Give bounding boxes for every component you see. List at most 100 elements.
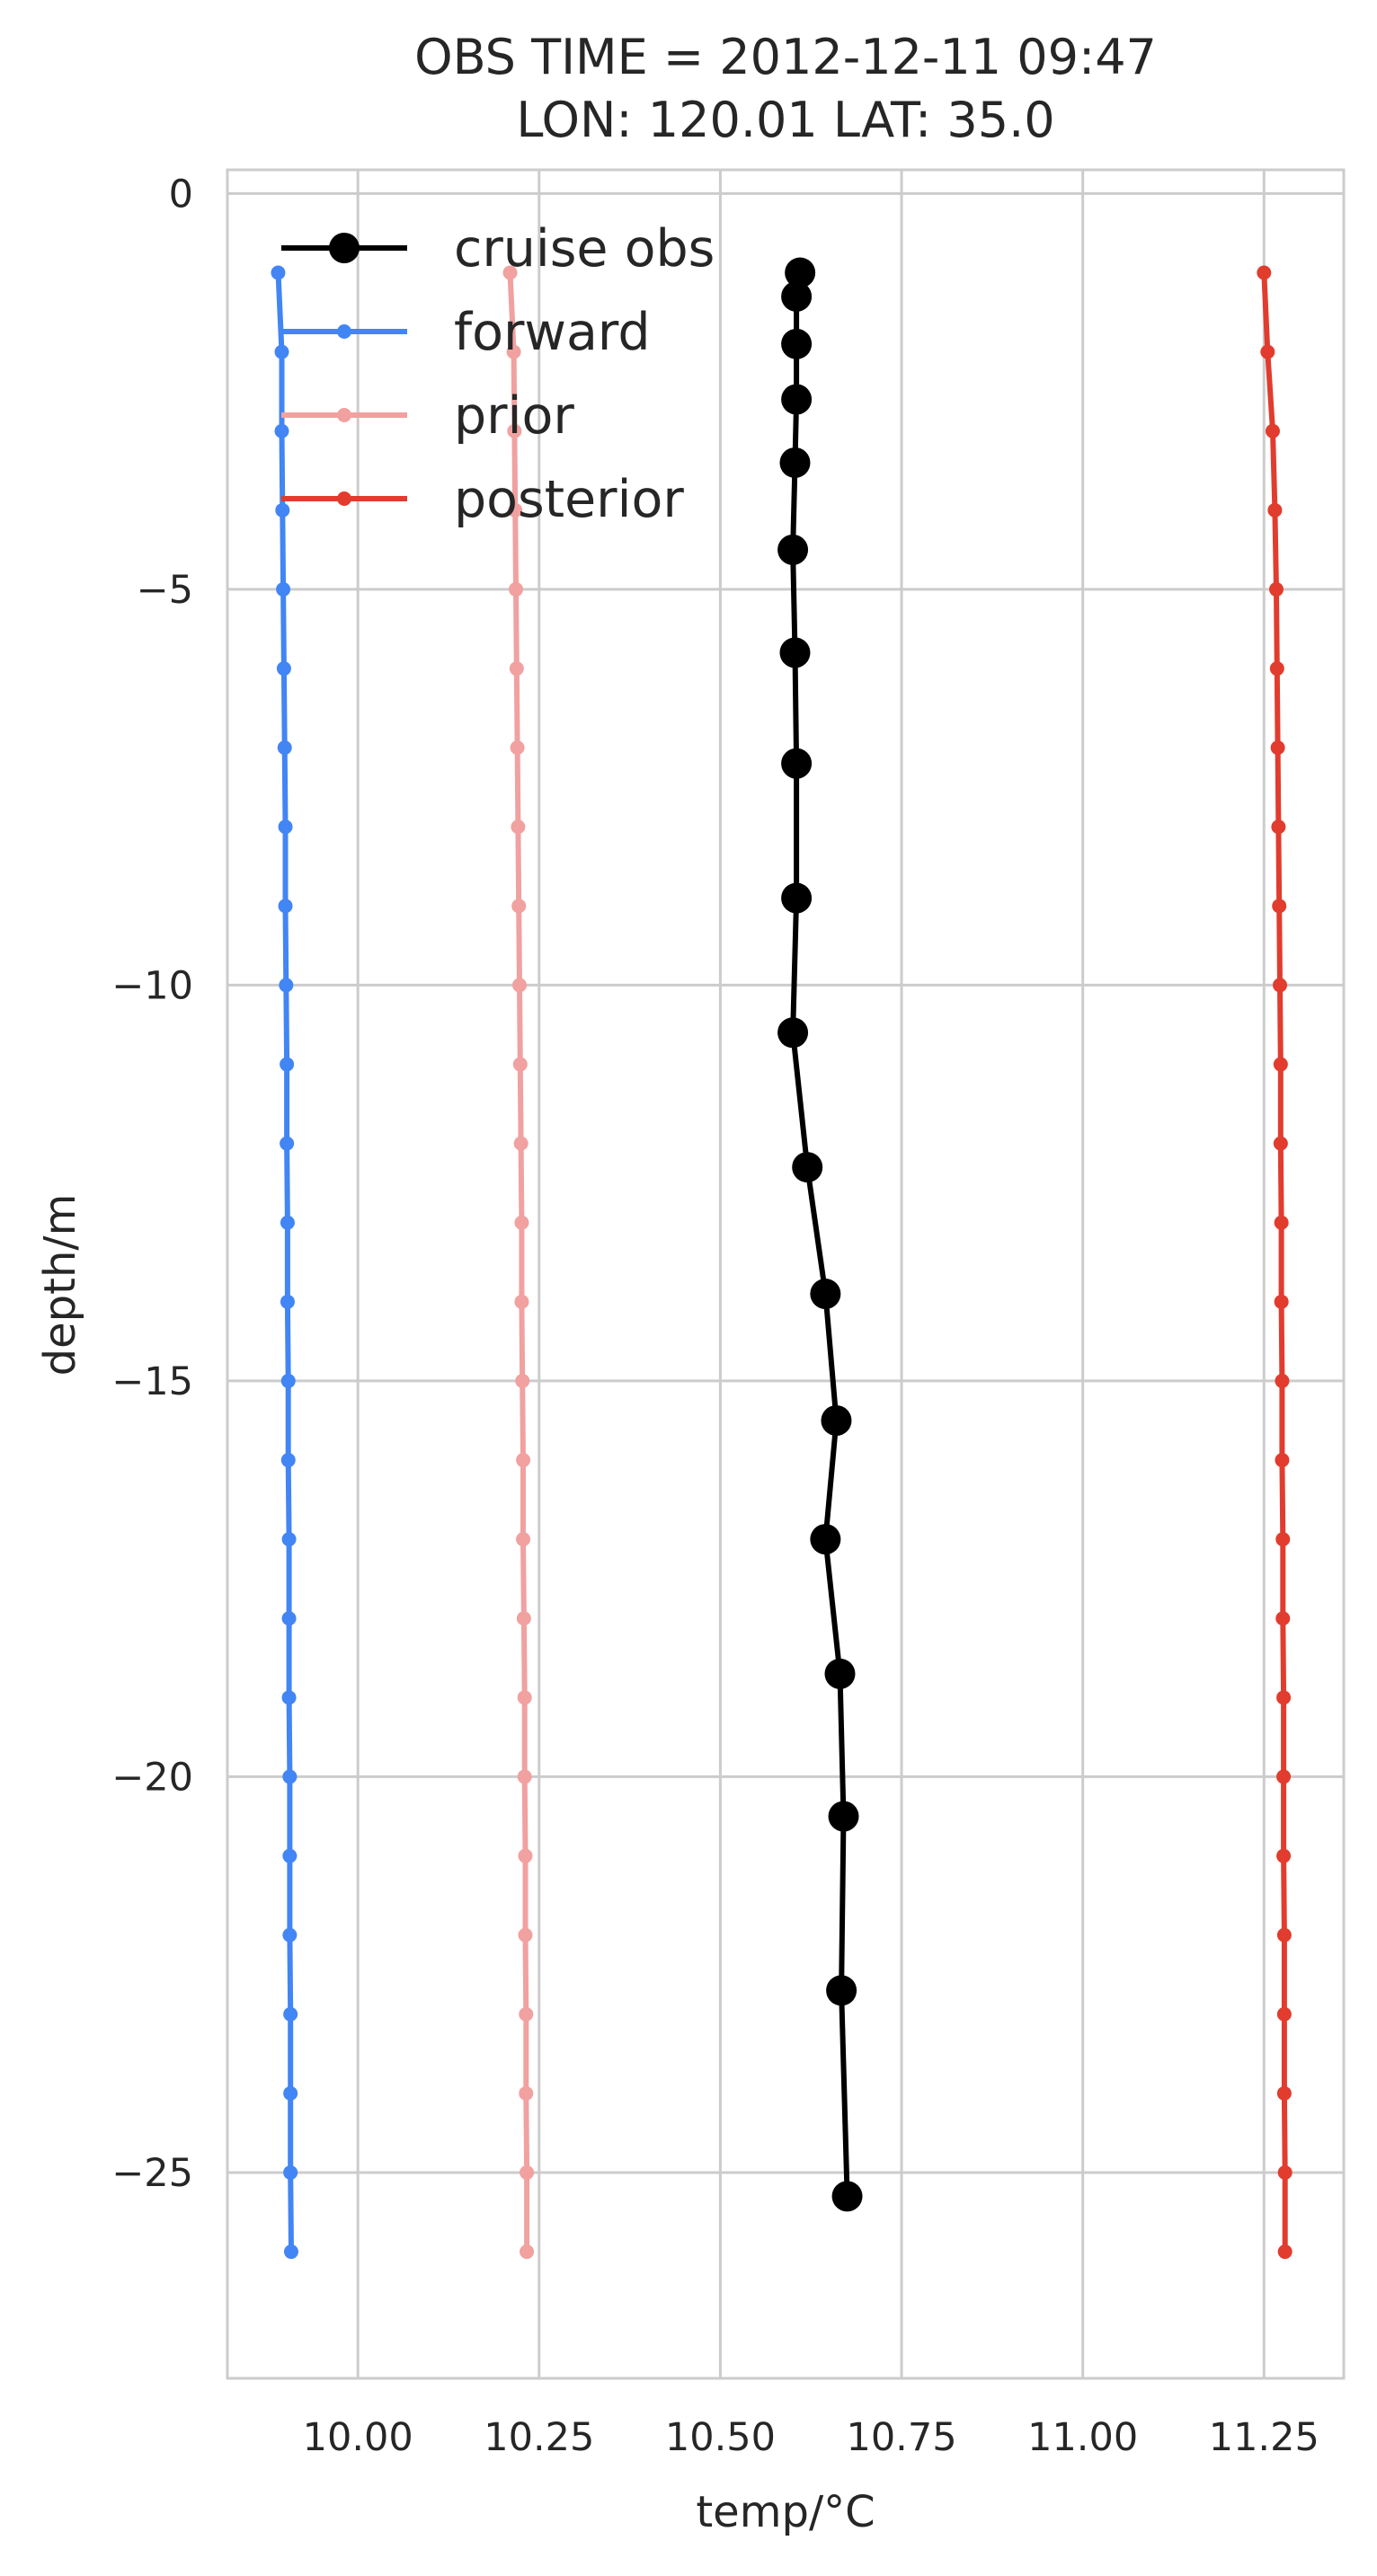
series-prior — [502, 265, 535, 2260]
y-tick-label: −15 — [111, 1359, 193, 1404]
data-point — [1275, 1532, 1291, 1547]
x-tick-label: 11.00 — [1027, 2415, 1138, 2460]
data-point — [515, 1373, 530, 1388]
x-tick-label: 10.50 — [665, 2415, 776, 2460]
data-point — [274, 423, 289, 438]
data-point — [507, 423, 522, 438]
data-point — [281, 1690, 297, 1705]
x-tick-label: 10.25 — [484, 2415, 594, 2460]
data-point — [1274, 1215, 1289, 1230]
data-point — [831, 2181, 863, 2212]
data-point — [1276, 2085, 1292, 2101]
y-axis-ticks: 0 −5 −10 −15 −20 −25 — [111, 172, 193, 2196]
series-posterior — [1257, 265, 1293, 2260]
data-point — [283, 2006, 298, 2022]
data-point — [781, 384, 813, 415]
data-point — [1276, 1690, 1292, 1705]
chart-subtitle: LON: 120.01 LAT: 35.0 — [516, 92, 1054, 148]
data-point — [824, 1658, 856, 1689]
legend-swatch-marker — [329, 233, 360, 263]
data-point — [516, 1611, 531, 1626]
data-point — [513, 1136, 529, 1151]
data-point — [281, 1611, 297, 1626]
data-point — [511, 819, 526, 835]
data-point — [520, 2244, 535, 2260]
data-point — [282, 1769, 298, 1784]
x-tick-label: 10.75 — [846, 2415, 956, 2460]
data-point — [278, 819, 293, 835]
data-point — [779, 637, 811, 668]
series-line — [507, 272, 530, 2252]
series-line — [1261, 272, 1288, 2252]
x-axis-label: temp/°C — [696, 2487, 875, 2537]
data-point — [517, 1769, 532, 1784]
legend-swatch-marker — [337, 408, 351, 422]
data-point — [516, 1453, 531, 1468]
data-point — [1274, 1294, 1289, 1309]
data-point — [781, 748, 813, 779]
data-point — [280, 1136, 295, 1151]
legend-label: prior — [454, 386, 574, 446]
data-point — [512, 978, 528, 993]
data-point — [1277, 2164, 1293, 2180]
data-point — [279, 978, 294, 993]
data-point — [508, 581, 523, 597]
data-point — [826, 1975, 857, 2006]
data-point — [280, 1453, 296, 1468]
data-point — [283, 2085, 298, 2101]
data-point — [276, 581, 291, 597]
data-point — [1277, 2244, 1293, 2260]
y-axis-label: depth/m — [35, 1194, 85, 1377]
data-point — [275, 502, 290, 518]
data-point — [509, 661, 524, 677]
data-point — [514, 1215, 529, 1230]
data-point — [1260, 344, 1275, 359]
data-point — [518, 1848, 533, 1863]
data-point — [519, 2085, 534, 2101]
data-point — [1276, 1927, 1292, 1943]
data-point — [777, 1017, 809, 1049]
data-point — [1273, 1136, 1288, 1151]
data-point — [1270, 740, 1285, 756]
series-forward — [271, 265, 298, 2260]
legend: cruise obs forward prior posterior — [281, 219, 715, 529]
data-point — [1275, 1611, 1291, 1626]
series-cruise-obs — [777, 257, 863, 2212]
chart-title: OBS TIME = 2012-12-11 09:47 — [414, 29, 1157, 85]
data-point — [1276, 1769, 1292, 1784]
y-tick-label: −25 — [111, 2151, 193, 2196]
legend-swatch-marker — [337, 491, 351, 506]
data-point — [280, 1057, 295, 1072]
data-point — [280, 1215, 295, 1230]
data-point — [520, 2164, 535, 2180]
data-point — [781, 280, 813, 312]
y-tick-label: 0 — [169, 172, 193, 217]
data-point — [502, 265, 518, 280]
data-point — [810, 1524, 841, 1555]
data-point — [1275, 1453, 1290, 1468]
data-point — [512, 1057, 528, 1072]
data-point — [283, 2164, 298, 2180]
legend-item: prior — [281, 386, 574, 446]
data-point — [518, 1927, 533, 1943]
data-point — [510, 740, 525, 756]
y-tick-label: −10 — [111, 963, 193, 1008]
data-point — [517, 1690, 532, 1705]
data-point — [777, 534, 809, 565]
legend-item: posterior — [281, 470, 684, 529]
legend-label: cruise obs — [454, 219, 715, 279]
data-point — [274, 344, 289, 359]
data-point — [278, 899, 293, 914]
grid-lines — [227, 170, 1344, 2378]
data-point — [506, 344, 521, 359]
data-point — [828, 1801, 859, 1832]
data-point — [821, 1404, 852, 1436]
data-point — [781, 882, 813, 914]
data-point — [792, 1152, 823, 1183]
y-tick-label: −20 — [111, 1755, 193, 1800]
data-point — [1257, 265, 1272, 280]
data-point — [779, 447, 811, 478]
data-point — [1276, 1848, 1292, 1863]
data-series — [271, 257, 1293, 2260]
